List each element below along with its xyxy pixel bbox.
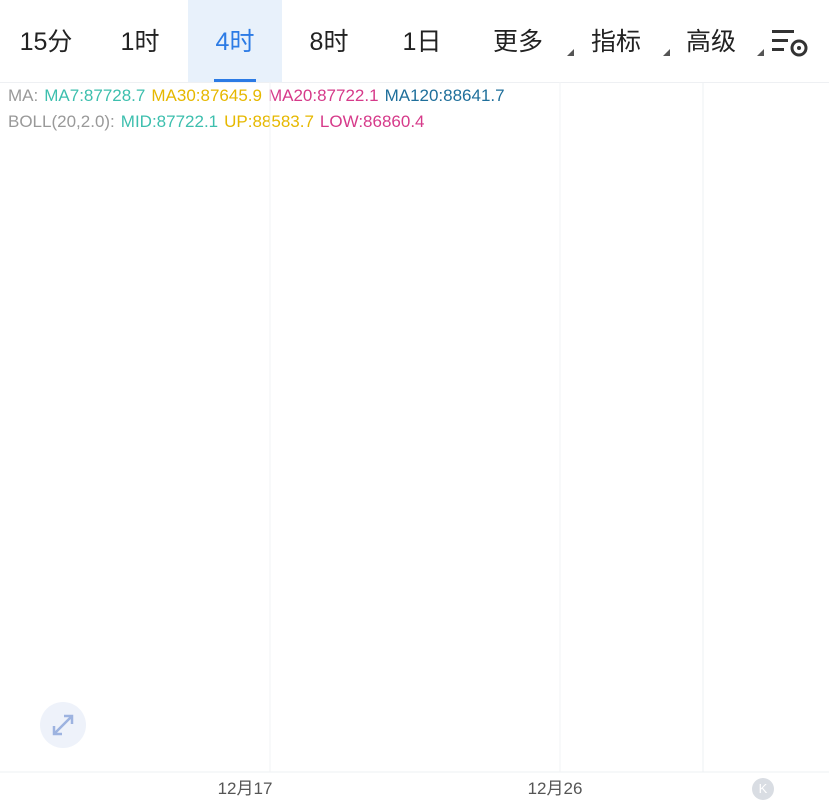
tab-4[interactable]: 1日 — [376, 0, 468, 82]
boll-legend: BOLL(20,2.0): MID:87722.1 UP:88583.7 LOW:86… — [8, 112, 437, 132]
ma-legend: MA: MA7:87728.7 MA30:87645.9 MA20:87722.1 MA… — [8, 86, 517, 106]
dropdown-triangle-icon — [663, 49, 670, 56]
tab-1[interactable]: 1时 — [92, 0, 188, 82]
tab-label: 1日 — [402, 28, 442, 56]
boll-legend-item: MID:87722.1 — [120, 112, 219, 131]
tab-label: 4时 — [215, 28, 255, 56]
tab-label: 高级 — [685, 28, 736, 56]
tab-6[interactable]: 指标 — [568, 0, 670, 82]
expand-icon[interactable] — [40, 702, 86, 748]
dropdown-triangle-icon — [567, 49, 574, 56]
boll-legend-label: BOLL(20,2.0): — [8, 112, 115, 131]
tab-3[interactable]: 8时 — [282, 0, 376, 82]
tab-0[interactable]: 15分 — [0, 0, 92, 82]
tab-label: 更多 — [492, 28, 543, 56]
tab-label: 1时 — [120, 28, 160, 56]
ma-legend-item: MA30:87645.9 — [151, 86, 262, 105]
ma-legend-item: MA7:87728.7 — [44, 86, 146, 105]
tab-label: 8时 — [309, 28, 349, 56]
candlestick-chart[interactable]: 9400093000920009100090000890008800087000… — [0, 82, 829, 801]
ma-legend-label: MA: — [8, 86, 39, 105]
ma-legend-item: MA120:88641.7 — [384, 86, 505, 105]
tab-label: 15分 — [19, 28, 73, 56]
x-tick-label: 12月17 — [218, 779, 273, 798]
chart-settings-icon[interactable] — [770, 26, 810, 58]
timeframe-tabs: 15分 1时 4时 8时 1日 更多 指标 高级 — [0, 0, 829, 83]
dropdown-triangle-icon — [757, 49, 764, 56]
x-tick-label: 12月26 — [528, 779, 583, 798]
ma-legend-item: MA20:87722.1 — [267, 86, 379, 105]
tab-label: 指标 — [590, 28, 641, 56]
boll-legend-item: UP:88583.7 — [224, 112, 314, 131]
tab-7[interactable]: 高级 — [664, 0, 764, 82]
tab-2[interactable]: 4时 — [188, 0, 282, 82]
k-icon[interactable]: K — [752, 778, 774, 800]
tab-5[interactable]: 更多 — [468, 0, 574, 82]
boll-legend-item: LOW:86860.4 — [319, 112, 425, 131]
